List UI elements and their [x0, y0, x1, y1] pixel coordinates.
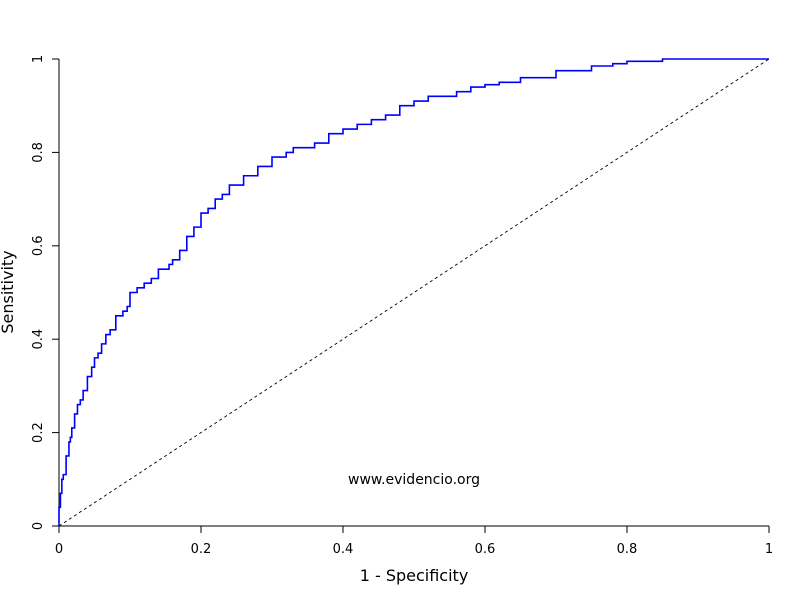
x-axis-title: 1 - Specificity [360, 566, 469, 585]
roc-curve-line [58, 58, 769, 526]
watermark-annotation: www.evidencio.org [348, 472, 480, 488]
y-tick-label: 1 [31, 55, 46, 63]
y-axis-title: Sensitivity [0, 250, 17, 333]
y-tick-label: 0.4 [31, 329, 46, 350]
x-ticks: 0 0.2 0.4 0.6 0.8 1 [55, 526, 773, 557]
x-tick-label: 0.8 [617, 542, 638, 557]
y-tick-label: 0.8 [31, 142, 46, 163]
x-tick-label: 0.6 [475, 542, 496, 557]
reference-diagonal-line [58, 58, 770, 527]
x-tick-label: 1 [765, 542, 773, 557]
axes [58, 59, 769, 527]
y-tick-label: 0.2 [31, 422, 46, 443]
x-tick-label: 0 [55, 542, 63, 557]
y-tick-label: 0 [31, 522, 46, 530]
y-tick-label: 0.6 [31, 235, 46, 256]
x-tick-label: 0.2 [191, 542, 212, 557]
y-ticks: 0 0.2 0.4 0.6 0.8 1 [31, 55, 59, 530]
x-tick-label: 0.4 [333, 542, 354, 557]
series-layer [58, 58, 770, 527]
